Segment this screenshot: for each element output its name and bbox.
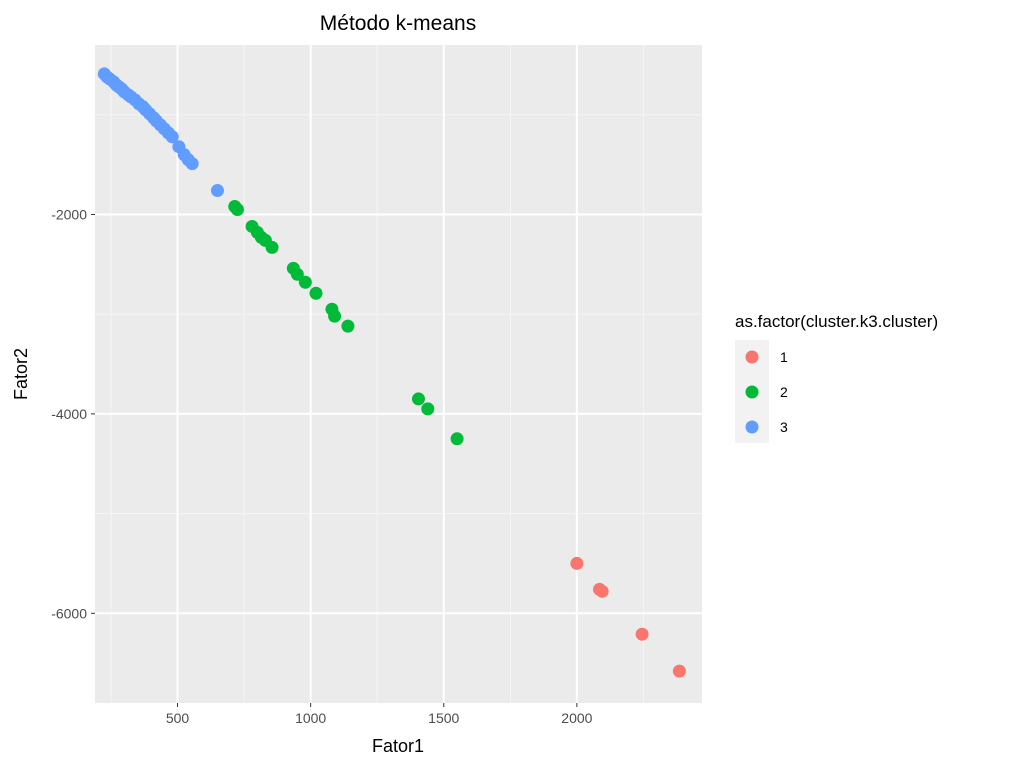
y-tick-label: -2000 — [51, 206, 87, 222]
legend-key-2 — [745, 385, 759, 399]
data-points — [97, 67, 686, 678]
x-tick-label: 1000 — [295, 710, 326, 726]
plot-panel — [95, 45, 702, 703]
point-cluster-1 — [635, 627, 649, 641]
x-tick-label: 2000 — [561, 710, 592, 726]
point-cluster-2 — [298, 275, 312, 289]
point-cluster-3 — [210, 184, 224, 198]
point-cluster-2 — [341, 319, 355, 333]
y-axis-ticks: -6000 -4000 -2000 — [51, 206, 95, 621]
legend-label-2: 2 — [780, 384, 788, 400]
legend-label-1: 1 — [780, 349, 788, 365]
point-cluster-2 — [328, 309, 342, 323]
x-tick-label: 500 — [166, 710, 190, 726]
legend-key-1 — [745, 350, 759, 364]
legend-label-3: 3 — [780, 419, 788, 435]
chart-title: Método k-means — [320, 12, 476, 35]
point-cluster-1 — [672, 664, 686, 678]
point-cluster-3 — [185, 157, 199, 171]
minor-gridlines — [95, 45, 702, 703]
legend-key-3 — [745, 420, 759, 434]
point-cluster-2 — [450, 432, 464, 446]
point-cluster-2 — [230, 203, 244, 216]
y-axis-title: Fator2 — [11, 348, 31, 400]
y-tick-label: -4000 — [51, 406, 87, 422]
point-cluster-2 — [309, 286, 323, 300]
point-cluster-2 — [421, 402, 435, 416]
x-axis-title: Fator1 — [372, 736, 424, 756]
point-cluster-2 — [265, 240, 279, 254]
point-cluster-1 — [595, 584, 609, 598]
point-cluster-2 — [290, 267, 304, 281]
x-tick-label: 1500 — [428, 710, 459, 726]
major-gridlines — [95, 45, 702, 703]
x-axis-ticks: 500 1000 1500 2000 — [166, 703, 593, 726]
legend: as.factor(cluster.k3.cluster) 1 2 3 — [735, 312, 938, 443]
y-tick-label: -6000 — [51, 605, 87, 621]
legend-title: as.factor(cluster.k3.cluster) — [735, 312, 938, 331]
point-cluster-2 — [411, 392, 425, 406]
point-cluster-3 — [165, 130, 179, 144]
point-cluster-1 — [570, 556, 584, 570]
